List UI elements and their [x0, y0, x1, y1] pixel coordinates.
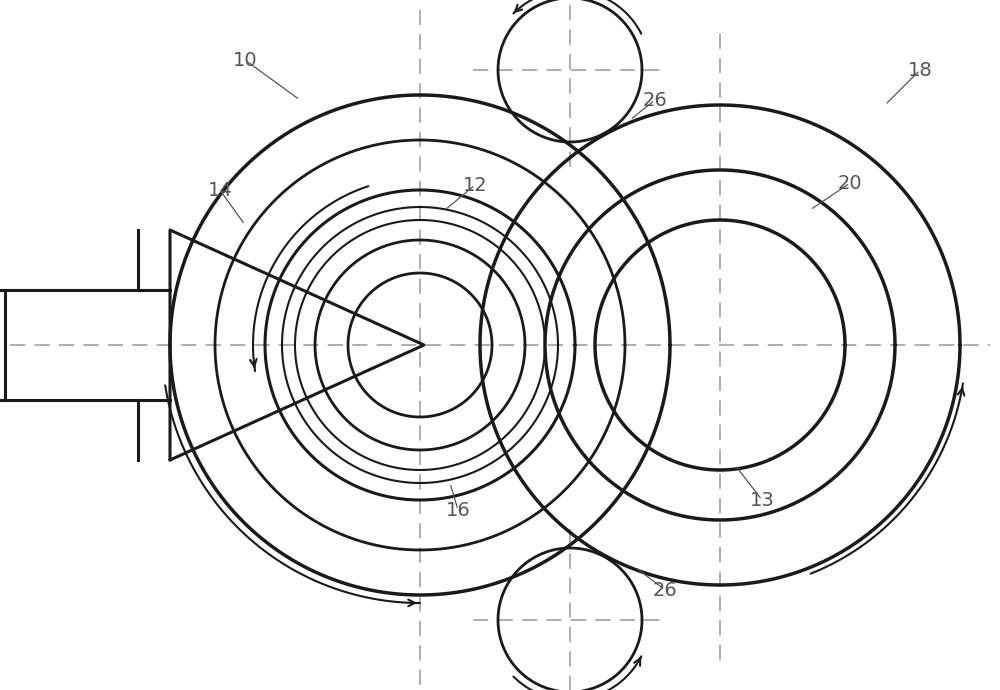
Text: 26: 26	[643, 90, 667, 110]
Text: 13: 13	[750, 491, 774, 509]
Text: 14: 14	[208, 181, 232, 199]
Text: 10: 10	[233, 50, 257, 70]
Text: 18: 18	[908, 61, 932, 79]
Text: 12: 12	[463, 175, 487, 195]
Text: 20: 20	[838, 173, 862, 193]
Text: 26: 26	[653, 580, 677, 600]
Text: 16: 16	[446, 500, 470, 520]
